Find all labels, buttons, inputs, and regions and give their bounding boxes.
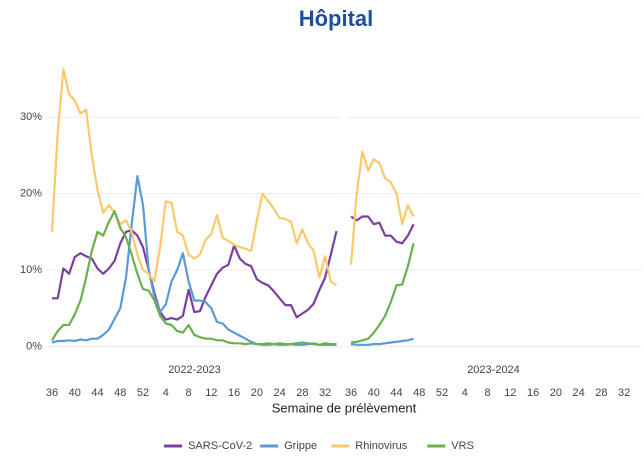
- x-tick-label: 28: [296, 387, 308, 399]
- x-tick-label: 40: [368, 387, 380, 399]
- series-line: [52, 229, 338, 321]
- x-tick-label: 20: [251, 387, 263, 399]
- x-tick-label: 4: [462, 387, 468, 399]
- x-tick-label: 32: [618, 387, 630, 399]
- series-line: [50, 68, 338, 287]
- series-line: [350, 243, 415, 344]
- x-tick-label: 44: [91, 387, 103, 399]
- x-tick-label: 12: [205, 387, 217, 399]
- series-line: [51, 210, 337, 346]
- x-tick-label: 12: [504, 387, 516, 399]
- x-tick-label: 36: [345, 387, 357, 399]
- x-tick-label: 24: [572, 387, 584, 399]
- facet-strip: [346, 360, 641, 380]
- y-tick-label: 20%: [20, 188, 42, 200]
- x-tick-label: 8: [484, 387, 490, 399]
- chart-title: Hôpital: [299, 6, 374, 31]
- series-line: [350, 337, 414, 346]
- x-tick-label: 32: [319, 387, 331, 399]
- x-tick-label: 36: [46, 387, 58, 399]
- x-tick-label: 52: [137, 387, 149, 399]
- legend-label: Grippe: [284, 440, 317, 452]
- x-tick-label: 16: [228, 387, 240, 399]
- x-tick-label: 16: [527, 387, 539, 399]
- legend-label: VRS: [451, 440, 474, 452]
- legend-label: Rhinovirus: [355, 440, 407, 452]
- x-tick-label: 48: [114, 387, 126, 399]
- x-axis-label: Semaine de prélèvement: [272, 400, 417, 415]
- x-tick-label: 20: [550, 387, 562, 399]
- facet-label: 2023-2024: [467, 364, 520, 376]
- series-line: [349, 150, 415, 265]
- x-tick-label: 8: [185, 387, 191, 399]
- facet-label: 2022-2023: [168, 364, 221, 376]
- x-tick-label: 48: [413, 387, 425, 399]
- series-line: [350, 215, 415, 245]
- x-tick-label: 4: [163, 387, 169, 399]
- x-tick-label: 24: [273, 387, 285, 399]
- x-tick-label: 44: [390, 387, 402, 399]
- y-tick-label: 10%: [20, 264, 42, 276]
- legend-label: SARS-CoV-2: [188, 440, 252, 452]
- y-tick-label: 30%: [20, 111, 42, 123]
- x-tick-label: 40: [69, 387, 81, 399]
- x-tick-label: 52: [436, 387, 448, 399]
- facet-strip: [47, 360, 342, 380]
- series-line: [51, 175, 337, 346]
- x-tick-label: 28: [595, 387, 607, 399]
- y-tick-label: 0%: [26, 340, 42, 352]
